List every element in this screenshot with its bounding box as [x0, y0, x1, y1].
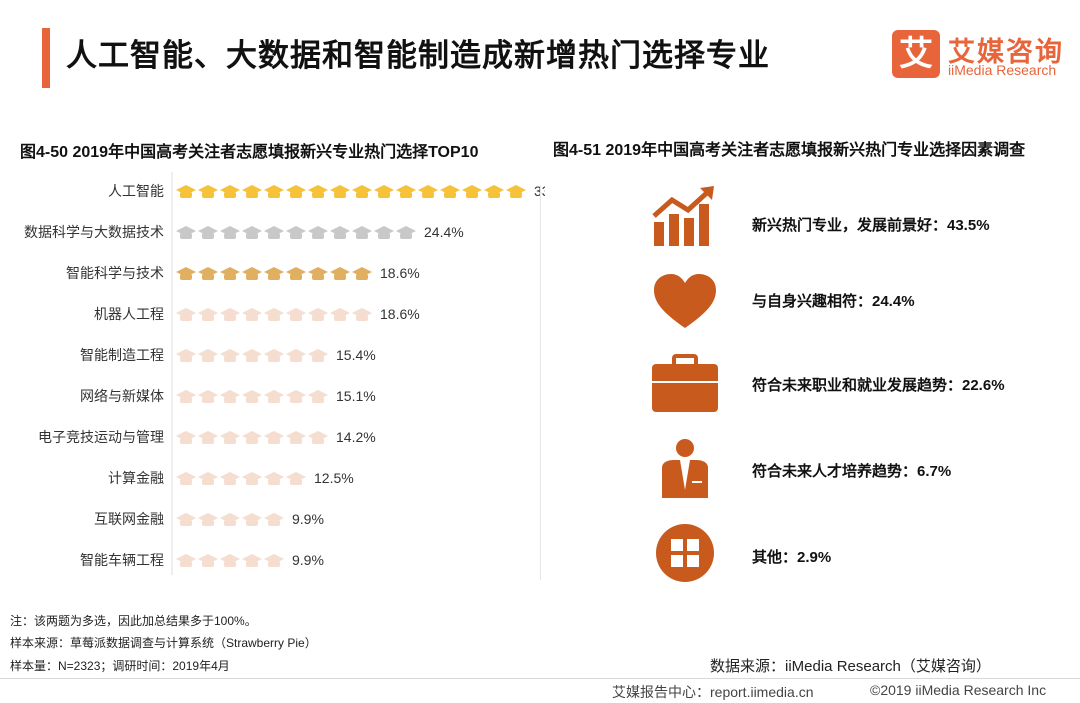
category-label: 智能车辆工程	[80, 552, 164, 568]
person-icon	[662, 439, 708, 498]
bar	[176, 431, 328, 444]
bar-chart: 人工智能 33.6% 数据科学与大数据技术 24.4% 智能科学与技术 18.6% 机器人工…	[24, 172, 545, 575]
category-label: 智能科学与技术	[66, 265, 164, 281]
category-label: 人工智能	[108, 183, 164, 199]
brand-name: 艾媒咨询	[948, 37, 1064, 67]
heart-icon	[654, 274, 716, 328]
factor-label: 符合未来人才培养趋势：6.7%	[752, 463, 952, 480]
note-multi-select: 注：该两题为多选，因此加总结果多于100%。	[10, 614, 257, 628]
value-label: 9.9%	[292, 552, 324, 568]
bar	[176, 513, 284, 526]
bar	[176, 472, 306, 485]
page-title: 人工智能、大数据和智能制造成新增热门选择专业	[66, 38, 770, 73]
category-label: 网络与新媒体	[80, 388, 164, 404]
value-label: 9.9%	[292, 511, 324, 527]
title-accent-bar	[42, 28, 50, 88]
brand-english-name: iiMedia Research	[948, 62, 1057, 78]
data-source: 数据来源：iiMedia Research（艾媒咨询）	[710, 658, 991, 675]
bar	[176, 554, 284, 567]
bar	[176, 185, 526, 198]
bar	[176, 349, 328, 362]
value-label: 18.6%	[380, 265, 420, 281]
category-label: 数据科学与大数据技术	[24, 224, 164, 240]
factors-title: 图4-51 2019年中国高考关注者志愿填报新兴热门专业选择因素调查	[553, 142, 1026, 159]
footer-divider	[0, 678, 1080, 679]
category-label: 智能制造工程	[80, 347, 164, 363]
value-label: 14.2%	[336, 429, 376, 445]
value-label: 18.6%	[380, 306, 420, 322]
bar	[176, 226, 416, 239]
value-label: 12.5%	[314, 470, 354, 486]
category-label: 互联网金融	[94, 511, 164, 527]
footer-copyright: ©2019 iiMedia Research Inc	[870, 682, 1047, 698]
note-sample-source: 样本来源：草莓派数据调查与计算系统（Strawberry Pie）	[10, 636, 317, 650]
brand-logo: 艾	[892, 30, 940, 78]
value-label: 33.6%	[534, 183, 545, 199]
value-label: 15.4%	[336, 347, 376, 363]
growth-chart-icon	[652, 186, 714, 246]
footer-report-center: 艾媒报告中心：report.iimedia.cn	[612, 684, 814, 700]
note-sample-size: 样本量：N=2323；调研时间：2019年4月	[10, 659, 230, 673]
factor-label: 新兴热门专业，发展前景好：43.5%	[752, 217, 990, 234]
chart-title: 图4-50 2019年中国高考关注者志愿填报新兴专业热门选择TOP10	[20, 144, 479, 161]
category-label: 计算金融	[108, 470, 164, 486]
category-label: 电子竞技运动与管理	[38, 429, 164, 445]
category-label: 机器人工程	[94, 306, 164, 322]
briefcase-icon	[652, 354, 718, 412]
value-label: 15.1%	[336, 388, 376, 404]
factor-label: 其他：2.9%	[752, 549, 832, 566]
factor-label: 与自身兴趣相符：24.4%	[752, 293, 915, 310]
grid-circle-icon	[656, 524, 714, 582]
bar	[176, 390, 328, 403]
factor-label: 符合未来职业和就业发展趋势：22.6%	[752, 377, 1005, 394]
panel-divider	[540, 185, 541, 580]
value-label: 24.4%	[424, 224, 464, 240]
bar	[176, 308, 372, 321]
bar	[176, 267, 372, 280]
